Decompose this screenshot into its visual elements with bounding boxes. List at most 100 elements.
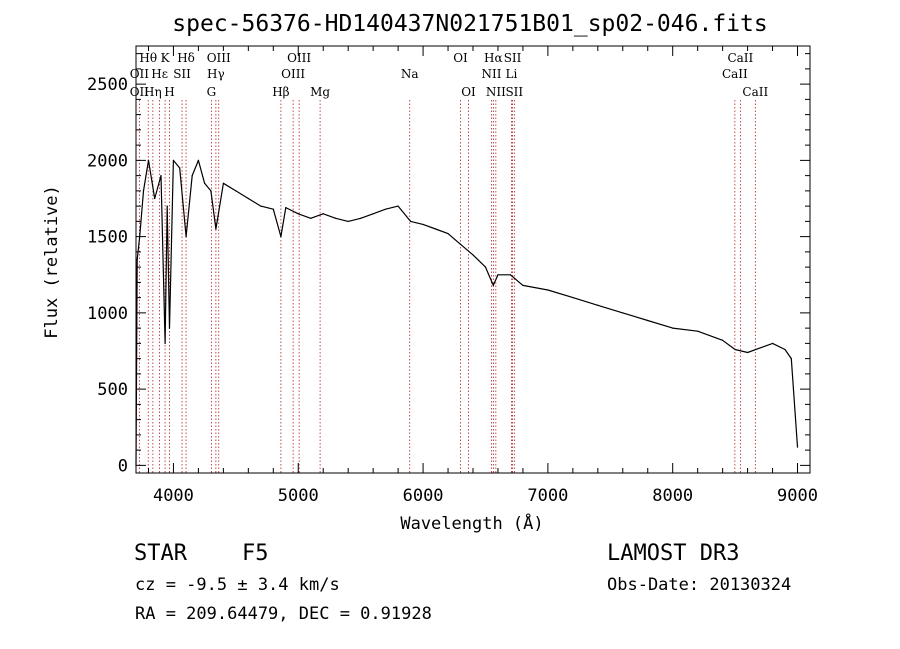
x-tick-label: 7000 [527,486,568,506]
marker-label: NII [486,85,506,99]
spectrum-point [672,327,674,329]
spectrum-point [790,358,792,360]
spectrum-point [547,289,549,291]
spectrum-point [136,258,138,261]
spectrum-point [784,348,786,351]
x-tick-label: 9000 [777,486,818,506]
marker-label: OIII [281,67,305,81]
marker-label: Hγ [207,67,225,81]
spectrum-point [572,297,574,299]
marker-label: H [164,85,174,99]
spectrum-point [285,207,287,209]
spectrum-point [759,347,761,349]
spectrum-point [447,232,449,235]
marker-label: Hθ [139,51,157,65]
y-tick-label: 2500 [87,75,128,95]
spectrum-point [422,223,424,226]
marker-label: Hα [484,51,503,65]
spectrum-point [509,274,512,276]
y-tick-label: 1000 [87,304,128,324]
marker-label: SII [504,51,522,65]
x-axis-label: Wavelength (Å) [400,512,543,534]
spectrum-point [771,342,774,344]
marker-label: OI [453,51,468,65]
marker-label: OIII [287,51,311,65]
spectrum-point [746,351,749,354]
spectrum-point [497,274,499,276]
marker-label: OII [130,67,150,81]
spectrum-point [434,228,437,230]
axes: 4000 5000 6000 7000 8000 9000 0 500 1000 1500 2000… [87,46,818,506]
spectrum-line [135,159,799,466]
chart-title: spec-56376-HD140437N021751B01_sp02-046.f… [172,11,767,37]
spectrum-point [397,205,399,207]
spectrum-point [297,213,299,215]
x-tick-label: 6000 [403,486,444,506]
marker-label: OIII [207,51,231,65]
spectrum-point [734,348,736,351]
spectrum-point [697,330,699,332]
marker-label: Na [401,67,419,81]
ra-dec: RA = 209.64479, DEC = 0.91928 [135,604,432,624]
spectrum-point [172,159,175,161]
spectrum-point [142,190,145,192]
marker-label: Hβ [272,85,289,99]
obs-date: Obs-Date: 20130324 [607,575,792,595]
marker-label: Hη [144,85,162,99]
marker-label: SII [173,67,191,81]
marker-label: G [207,85,217,99]
redshift-cz: cz = -9.5 ± 3.4 km/s [135,575,340,595]
spectrum-point [522,284,524,287]
marker-label: OI [461,85,476,99]
marker-label: OII [130,85,150,99]
marker-label: Hδ [177,51,195,65]
spectrum-point [459,243,462,245]
spectrum-point [347,220,349,222]
marker-label: NII [481,67,501,81]
marker-label: Mg [310,85,330,99]
series-group [135,159,799,466]
spectrum-point [260,205,262,207]
spectrum-point [622,312,624,314]
spectrum-point [796,446,799,448]
spectrum-point [166,205,168,207]
marker-label: CaII [722,67,748,81]
plot-frame [135,45,811,474]
spectrum-point [147,159,150,161]
marker-label: CaII [742,85,768,99]
spectrum-point [409,220,412,222]
spectrum-point [484,266,487,268]
marker-label: SII [505,85,523,99]
y-axis-label: Flux (relative) [42,185,62,339]
spectrum-point [310,217,312,219]
spectrum-point [191,175,193,177]
spectrum-point [472,254,474,256]
object-subclass: F5 [242,541,269,566]
spectrum-point [360,217,362,219]
y-tick-label: 0 [118,456,128,476]
object-class: STAR [134,541,187,566]
spectrum-point [185,236,187,238]
spectrum-point [160,175,162,177]
y-tick-label: 2000 [87,151,128,171]
spectrum-point [215,228,217,230]
x-tick-label: 8000 [652,486,693,506]
spectrum-point [372,213,374,215]
spectrum-point [197,159,200,161]
spectrum-point [168,327,171,329]
spectrum-point [164,342,166,344]
marker-label: K [161,51,171,65]
spectrum-point [154,197,156,200]
spectrum-point [647,319,649,322]
spectrum-point [335,217,337,219]
spectrum-point [235,190,237,192]
marker-label: Li [506,67,518,81]
marker-label: CaII [727,51,753,65]
y-tick-label: 1500 [87,228,128,248]
spectrum-point [597,304,599,306]
spectrum-point [280,236,282,238]
marker-label: Hε [151,67,168,81]
survey-name: LAMOST DR3 [607,541,740,566]
spectrum-point [322,213,324,215]
